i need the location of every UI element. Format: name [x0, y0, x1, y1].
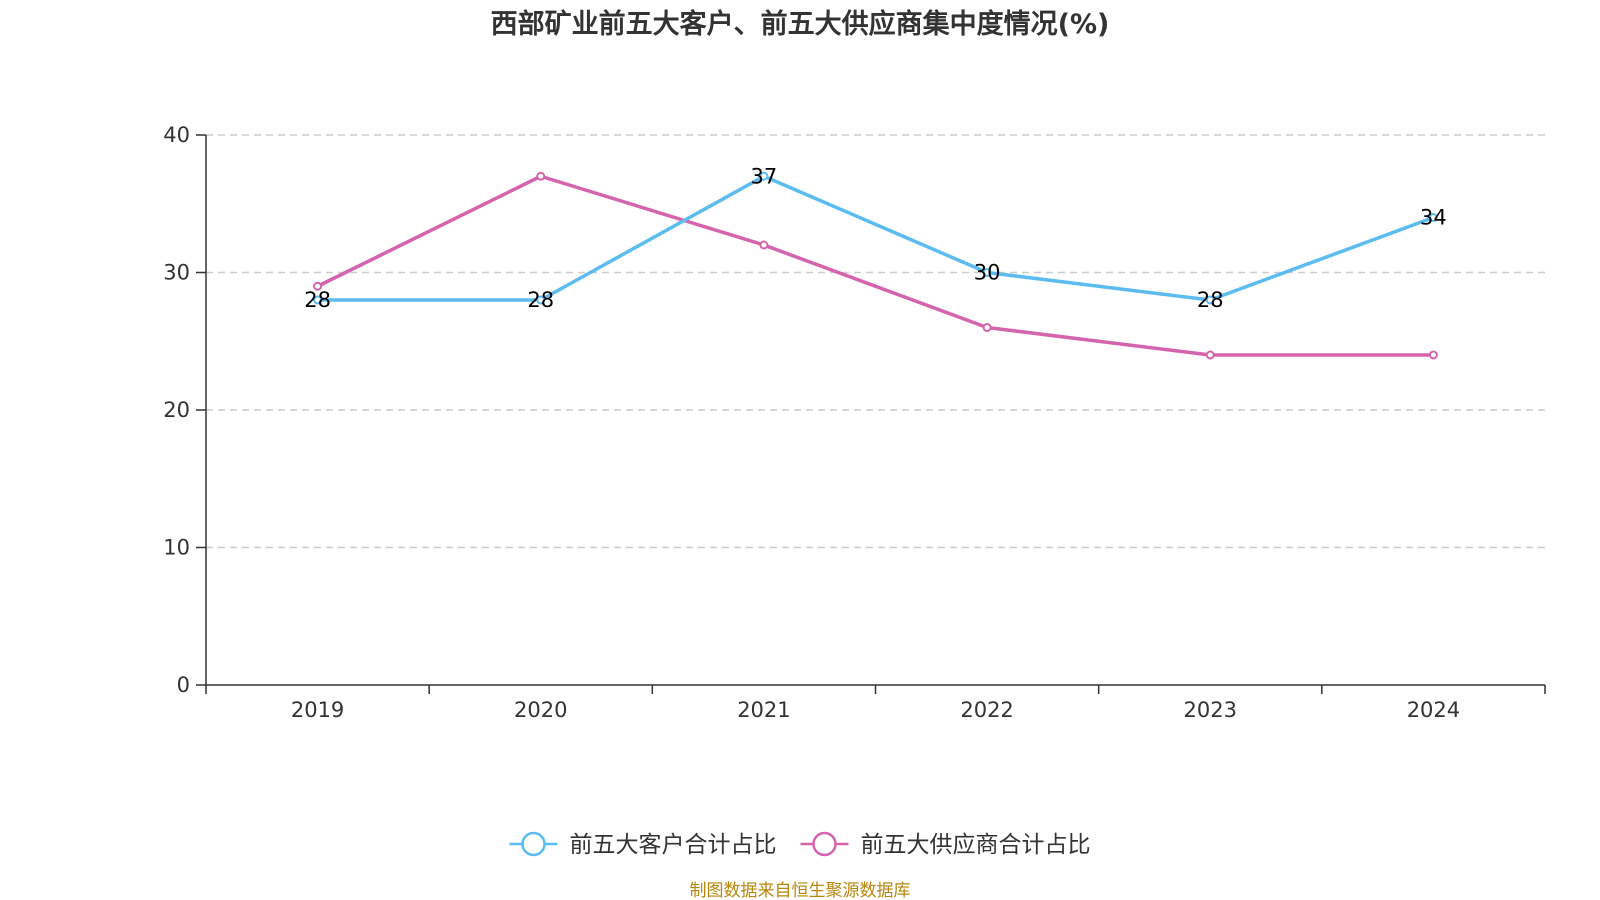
- legend-label-1: 前五大供应商合计占比: [861, 832, 1091, 858]
- series-1-point-2021: [759, 240, 769, 250]
- series-0-point-2024: [1428, 213, 1438, 222]
- legend-marker-1: [812, 831, 837, 857]
- series-line-0: [317, 174, 1435, 302]
- series-line-1: [316, 174, 1434, 357]
- series-0-point-2019: [313, 295, 323, 305]
- y-tick-label-40: 40: [163, 123, 190, 147]
- series-0-point-2023: [1205, 295, 1215, 305]
- y-tick-label-10: 10: [163, 536, 190, 560]
- series-1-point-2019: [313, 281, 323, 291]
- series-1-point-2020: [536, 171, 546, 181]
- series-1-point-2023: [1205, 350, 1215, 360]
- x-tick-label-2024: 2024: [1407, 698, 1460, 722]
- x-tick-label-2019: 2019: [291, 698, 344, 722]
- grid-lines: [206, 134, 1545, 549]
- legend-item-1: 前五大供应商合计占比: [800, 831, 1091, 858]
- y-tick-label-0: 0: [177, 673, 190, 697]
- series-1-point-2022: [982, 323, 992, 332]
- series-0-point-2022: [982, 268, 992, 277]
- data-label-0-2021: 37: [751, 164, 778, 188]
- data-label-0-2022: 30: [974, 261, 1001, 285]
- y-tick-label-20: 20: [163, 398, 190, 422]
- series-layer: [313, 171, 1438, 360]
- data-label-0-2024: 34: [1420, 206, 1447, 230]
- legend-item-0: 前五大客户合计占比: [509, 831, 777, 858]
- data-label-0-2019: 28: [304, 288, 331, 312]
- legend: 前五大客户合计占比 前五大供应商合计占比: [509, 831, 1091, 858]
- series-0-point-2021: [759, 171, 769, 181]
- series-1-point-2024: [1428, 350, 1438, 360]
- x-tick-label-2022: 2022: [960, 698, 1013, 722]
- legend-label-0: 前五大客户合计占比: [570, 832, 777, 858]
- chart-title: 西部矿业前五大客户、前五大供应商集中度情况(%): [491, 8, 1110, 40]
- source-note: 制图数据来自恒生聚源数据库: [690, 881, 911, 900]
- data-labels: 28 28 37 30 28 34: [304, 164, 1447, 312]
- series-0-point-2020: [536, 295, 546, 305]
- x-tick-label-2020: 2020: [514, 698, 567, 722]
- data-label-0-2023: 28: [1197, 288, 1224, 312]
- axes: 0 10 20 30 40 2019 2020 2021 2022 2023 2024: [163, 123, 1546, 722]
- legend-marker-0: [521, 831, 546, 857]
- x-tick-label-2023: 2023: [1184, 698, 1237, 722]
- y-tick-label-30: 30: [163, 261, 190, 285]
- x-tick-label-2021: 2021: [737, 698, 790, 722]
- data-label-0-2020: 28: [527, 288, 554, 312]
